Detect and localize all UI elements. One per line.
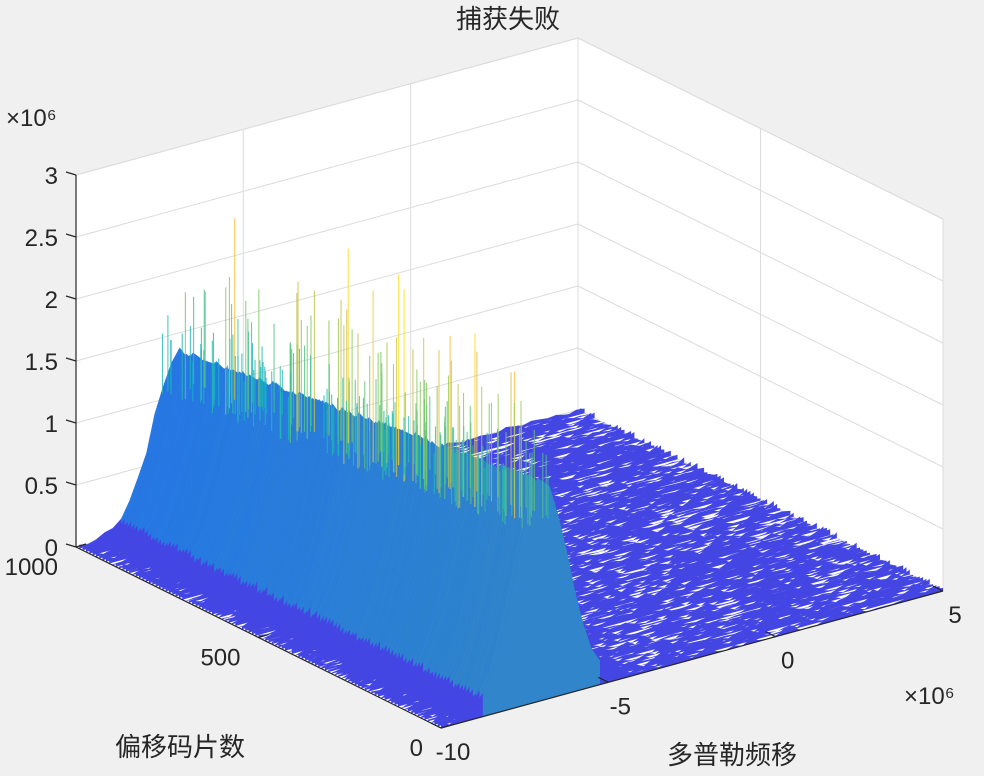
x-axis-label: 多普勒频移 — [667, 741, 797, 771]
z-exponent-label: ×10⁶ — [6, 105, 57, 132]
z-tick — [65, 295, 77, 300]
z-tick-label: 0 — [45, 535, 58, 562]
box-edge — [75, 37, 579, 176]
x-tick-label: -5 — [610, 693, 631, 720]
y-tick-label: 500 — [200, 645, 240, 672]
y-tick — [258, 633, 269, 639]
z-tick-label: 2 — [45, 287, 58, 314]
x-tick — [932, 585, 944, 592]
x-exponent-label: ×10⁶ — [904, 683, 955, 710]
surface-ridge — [482, 480, 600, 717]
z-tick-label: 0.5 — [25, 473, 58, 500]
z-tick — [65, 481, 77, 486]
x-axis-line — [440, 590, 944, 729]
y-tick — [75, 543, 87, 548]
z-tick-label: 1.5 — [25, 349, 58, 376]
grid-line-z — [75, 223, 579, 362]
z-tick-label: 3 — [45, 163, 58, 190]
x-tick-label: 5 — [948, 602, 961, 629]
z-tick — [65, 357, 77, 362]
y-tick-label: 0 — [410, 735, 423, 762]
axes-lines — [65, 171, 944, 729]
z-tick-label: 2.5 — [25, 225, 58, 252]
z-tick-label: 1 — [45, 411, 58, 438]
z-tick — [65, 543, 77, 548]
z-tick — [65, 419, 77, 424]
chart-title: 捕获失败 — [456, 5, 560, 35]
y-tick — [440, 724, 452, 729]
box-edge — [577, 37, 944, 220]
surface-plot — [79, 218, 943, 728]
x-tick — [430, 722, 442, 729]
x-tick — [598, 676, 609, 683]
y-axis-label: 偏移码片数 — [115, 733, 245, 763]
x-tick-label: 0 — [781, 648, 794, 675]
grid-line-z — [75, 161, 579, 300]
z-tick — [65, 233, 77, 238]
grid-line-z — [75, 99, 579, 238]
x-tick — [765, 631, 776, 638]
x-tick-label: -10 — [436, 739, 471, 766]
y-tick-label: 1000 — [5, 554, 58, 581]
z-tick — [65, 171, 77, 176]
